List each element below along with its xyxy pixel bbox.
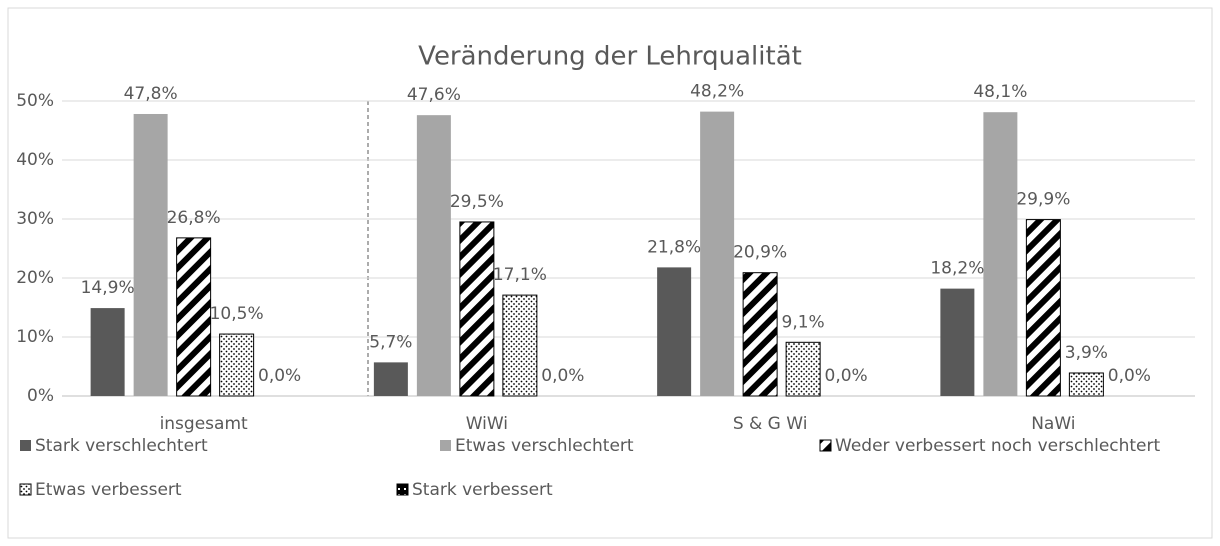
bar [133, 113, 168, 396]
bar [1068, 372, 1104, 397]
value-label: 48,2% [690, 82, 744, 102]
value-label: 47,6% [407, 85, 461, 105]
bar [219, 333, 255, 397]
legend-label: Weder verbessert noch verschlechtert [835, 436, 1161, 456]
bar [742, 272, 778, 397]
bar [940, 288, 975, 396]
legend-swatch [819, 439, 832, 452]
value-label: 0,0% [825, 366, 868, 386]
value-label: 29,9% [1016, 190, 1070, 210]
y-tick-label: 20% [16, 268, 54, 288]
y-tick-label: 0% [27, 386, 54, 406]
bar [90, 308, 125, 396]
value-label: 0,0% [541, 366, 584, 386]
value-label: 0,0% [1108, 366, 1151, 386]
x-tick-label: insgesamt [160, 414, 248, 434]
legend-label: Stark verschlechtert [35, 436, 208, 456]
x-tick-label: S & G Wi [733, 414, 808, 434]
y-tick-label: 30% [16, 209, 54, 229]
bar [502, 294, 538, 397]
x-tick-label: WiWi [466, 414, 508, 434]
value-label: 3,9% [1065, 343, 1108, 363]
x-tick-label: NaWi [1031, 414, 1075, 434]
bar [373, 362, 408, 396]
bar [176, 237, 212, 397]
bar [785, 341, 821, 397]
value-label: 47,8% [124, 84, 178, 104]
bar [1025, 219, 1061, 397]
legend-label: Stark verbessert [412, 480, 553, 500]
legend-swatch [20, 440, 31, 451]
value-label: 21,8% [647, 237, 701, 257]
bar [459, 221, 495, 397]
chart-title: Veränderung der Lehrqualität [418, 42, 802, 72]
value-label: 0,0% [258, 366, 301, 386]
bar [983, 112, 1018, 397]
legend-swatch [396, 483, 409, 496]
legend-label: Etwas verbessert [35, 480, 182, 500]
legend-swatch [440, 440, 451, 451]
bar [416, 115, 451, 396]
value-label: 5,7% [369, 332, 412, 352]
value-label: 26,8% [167, 208, 221, 228]
value-label: 9,1% [782, 312, 825, 332]
y-tick-label: 40% [16, 150, 54, 170]
value-label: 14,9% [81, 278, 135, 298]
y-tick-label: 10% [16, 327, 54, 347]
legend-label: Etwas verschlechtert [455, 436, 634, 456]
y-tick-label: 50% [16, 91, 54, 111]
value-label: 20,9% [733, 243, 787, 263]
value-label: 48,1% [973, 82, 1027, 102]
value-label: 10,5% [210, 304, 264, 324]
value-label: 18,2% [930, 259, 984, 279]
value-label: 29,5% [450, 192, 504, 212]
bar [657, 267, 692, 396]
value-label: 17,1% [493, 265, 547, 285]
legend-swatch [19, 483, 32, 496]
bar [700, 111, 735, 397]
